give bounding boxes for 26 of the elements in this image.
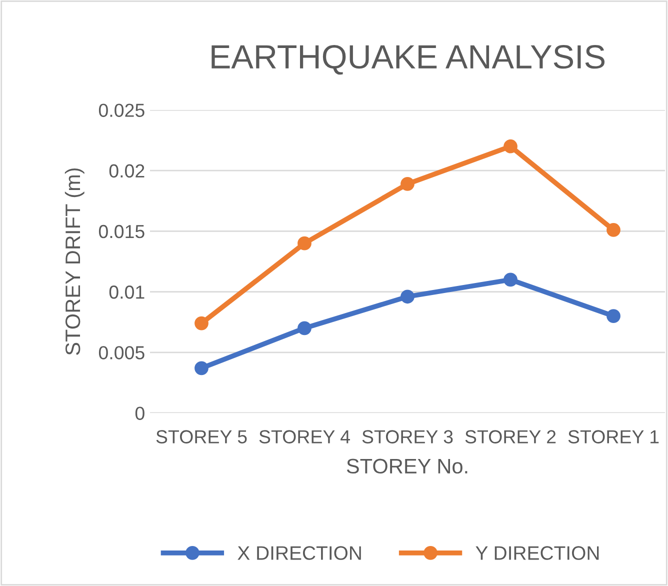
legend-label: Y DIRECTION xyxy=(476,546,599,560)
x-tick-label: STOREY 4 xyxy=(259,430,350,444)
point xyxy=(400,176,414,191)
legend-label: X DIRECTION xyxy=(238,546,361,560)
point xyxy=(606,309,620,323)
point xyxy=(194,316,208,330)
x-tick-label: STOREY 3 xyxy=(362,430,453,444)
y-tick-label: 0.02 xyxy=(109,164,144,178)
x-tick-label: STOREY 5 xyxy=(156,430,247,444)
x-tick-label: STOREY 1 xyxy=(568,430,659,444)
point xyxy=(400,290,414,304)
x-axis-title: STOREY No. xyxy=(346,458,468,474)
point xyxy=(606,223,620,237)
y-tick-label: 0.025 xyxy=(98,104,144,117)
y-axis-title: STOREY DRIFT (m) xyxy=(64,168,84,355)
point xyxy=(194,361,208,376)
y-tick-label: 0.015 xyxy=(98,224,144,238)
point xyxy=(504,139,518,154)
chart-title: EARTHQUAKE ANALYSIS xyxy=(212,45,605,75)
point xyxy=(298,321,312,336)
x-tick-label: STOREY 2 xyxy=(465,430,556,444)
y-tick-label: 0.005 xyxy=(98,346,144,360)
y-tick-label: 0.01 xyxy=(109,286,144,299)
point xyxy=(298,236,312,250)
y-tick-label: 0 xyxy=(135,406,144,420)
point xyxy=(504,272,518,287)
